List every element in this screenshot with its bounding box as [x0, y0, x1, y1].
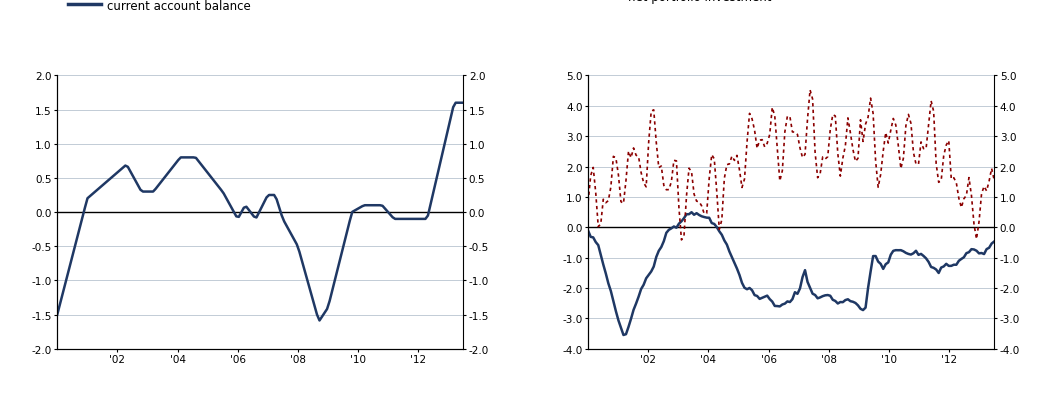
Legend: current account balance: current account balance — [64, 0, 255, 17]
Legend: net direct investment, net portfolio investment: net direct investment, net portfolio inv… — [594, 0, 777, 9]
